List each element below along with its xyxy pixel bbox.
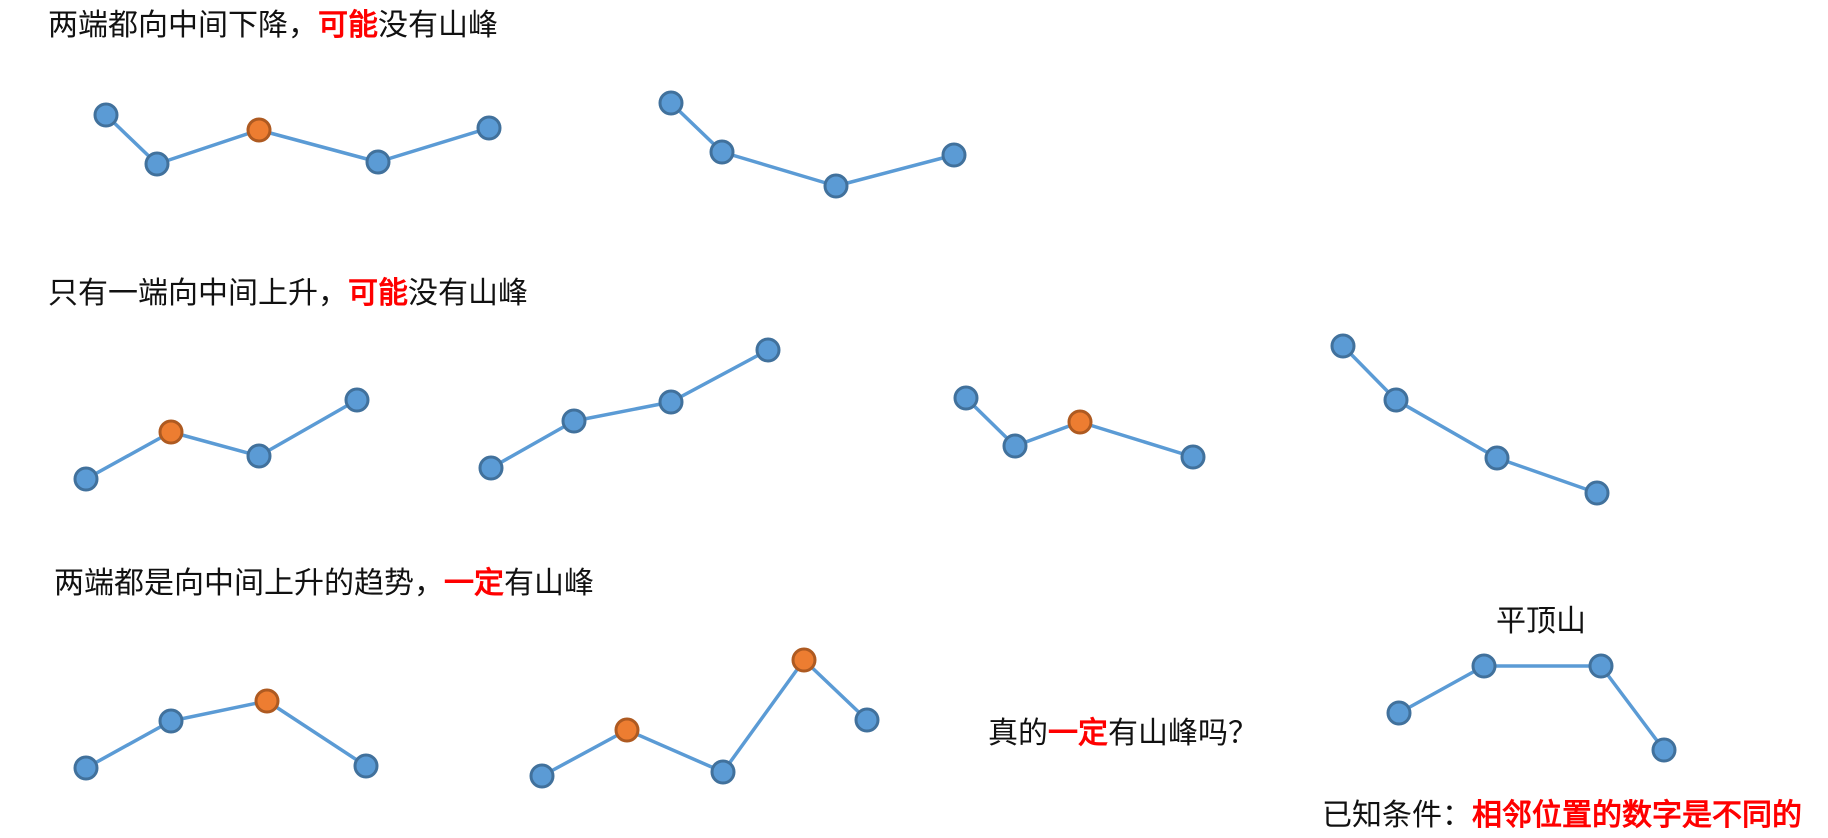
data-node [660,391,682,413]
caption-row-1-emphasis: 可能 [318,8,378,43]
data-node [95,104,117,126]
caption-row-3: 两端都是向中间上升的趋势，一定有山峰 [54,566,594,602]
data-node [75,468,97,490]
caption-row-1: 两端都向中间下降，可能没有山峰 [48,8,498,44]
data-node [856,709,878,731]
polyline-diagram-r2-d1 [75,389,368,490]
data-node [1653,739,1675,761]
caption-row-1-tail: 没有山峰 [378,8,498,43]
peak-node [248,119,270,141]
data-node [1004,435,1026,457]
data-node [943,144,965,166]
polyline-diagram-r1-d1 [95,104,500,175]
caption-row-2-text: 只有一端向中间上升， [48,276,348,311]
question-text: 真的一定有山峰吗？ [988,716,1258,752]
data-node [367,151,389,173]
caption-row-3-tail: 有山峰 [504,566,594,601]
data-node [563,410,585,432]
data-node [248,445,270,467]
connector-line [542,660,867,776]
caption-row-1-text: 两端都向中间下降， [48,8,318,43]
polyline-diagram-r2-d4 [1332,335,1608,504]
known-condition: 已知条件：相邻位置的数字是不同的 [1322,798,1802,834]
data-node [75,757,97,779]
flat-top-label: 平顶山 [1496,604,1586,640]
peak-node [1069,411,1091,433]
data-node [1586,482,1608,504]
peak-node [256,690,278,712]
peak-node [616,719,638,741]
known-condition-emphasis: 相邻位置的数字是不同的 [1472,798,1802,833]
data-node [478,117,500,139]
data-node [480,457,502,479]
data-node [1473,655,1495,677]
data-node [712,761,734,783]
data-node [146,153,168,175]
data-node [660,92,682,114]
data-node [825,175,847,197]
data-node [1182,446,1204,468]
peak-node [793,649,815,671]
caption-row-2: 只有一端向中间上升，可能没有山峰 [48,276,528,312]
polyline-diagram-r2-d2 [480,339,779,479]
data-node [1388,702,1410,724]
question-text-lead: 真的 [988,716,1048,751]
caption-row-3-text: 两端都是向中间上升的趋势， [54,566,444,601]
connector-line [86,701,366,768]
polyline-diagram-r3-d1 [75,690,377,779]
data-node [531,765,553,787]
connector-line [86,400,357,479]
polyline-diagram-r2-d3 [955,387,1204,468]
question-emphasis: 一定 [1048,716,1108,751]
connector-line [491,350,768,468]
polyline-diagram-r1-d2 [660,92,965,197]
data-node [355,755,377,777]
question-tail: 有山峰吗？ [1108,716,1258,751]
data-node [1590,655,1612,677]
data-node [1332,335,1354,357]
caption-row-3-emphasis: 一定 [444,566,504,601]
data-node [711,141,733,163]
polyline-diagram-flat-top [1388,655,1675,761]
data-node [160,710,182,732]
caption-row-2-tail: 没有山峰 [408,276,528,311]
data-node [955,387,977,409]
data-node [1385,389,1407,411]
connector-line [1343,346,1597,493]
connector-line [1399,666,1664,750]
data-node [346,389,368,411]
peak-node [160,421,182,443]
polyline-diagram-r3-d2 [531,649,878,787]
caption-row-2-emphasis: 可能 [348,276,408,311]
data-node [757,339,779,361]
data-node [1486,447,1508,469]
known-condition-lead: 已知条件： [1322,798,1472,833]
